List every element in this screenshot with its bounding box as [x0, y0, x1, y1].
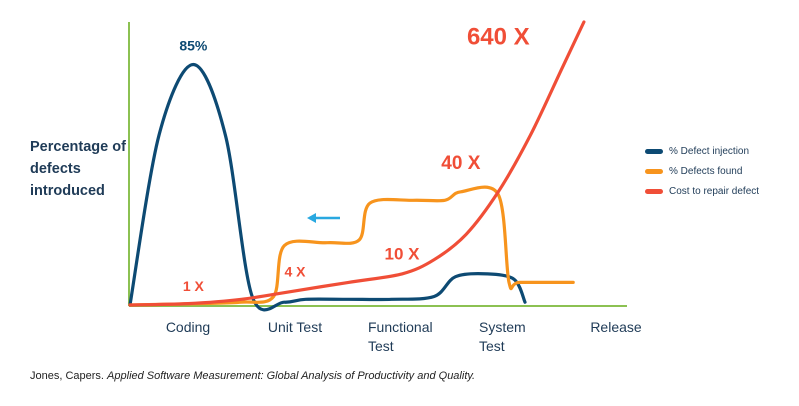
annotation-1-x: 1 X	[183, 278, 205, 294]
x-tick-label-system-test: System Test	[479, 319, 526, 354]
x-tick-label-functional-test: Functional Test	[368, 319, 433, 354]
x-tick-label-coding: Coding	[166, 319, 210, 335]
annotation-4-x: 4 X	[284, 264, 306, 280]
legend-label-defects-found: % Defects found	[669, 165, 743, 177]
annotation-40-x: 40 X	[441, 153, 480, 174]
legend-swatch-cost-to-repair	[645, 188, 663, 194]
legend-label-defect-injection: % Defect injection	[669, 145, 750, 157]
citation-title: Applied Software Measurement: Global Ana…	[107, 370, 476, 382]
annotation-85: 85%	[179, 37, 208, 53]
legend-item-defects-found: % Defects found	[645, 161, 759, 181]
legend-swatch-defect-injection	[645, 148, 663, 154]
annotation-640-x: 640 X	[467, 24, 530, 51]
legend: % Defect injection % Defects found Cost …	[645, 141, 759, 201]
y-axis-label: Percentage of defects introduced	[30, 139, 126, 199]
series-line-cost-to-repair-defect	[128, 20, 586, 307]
legend-label-cost-to-repair: Cost to repair defect	[669, 185, 760, 197]
annotation-10-x: 10 X	[385, 245, 421, 264]
citation-author: Jones, Capers.	[30, 370, 104, 382]
arrow-head-left	[307, 213, 316, 223]
x-tick-label-unit-test: Unit Test	[268, 319, 322, 335]
series-line-defect-injection	[128, 62, 527, 312]
legend-item-defect-injection: % Defect injection	[645, 141, 759, 161]
x-tick-label-release: Release	[590, 319, 642, 335]
series-line-defects-found	[128, 185, 575, 307]
legend-item-cost-to-repair: Cost to repair defect	[645, 181, 759, 201]
legend-swatch-defects-found	[645, 168, 663, 174]
citation: Jones, Capers. Applied Software Measurem…	[30, 370, 475, 382]
